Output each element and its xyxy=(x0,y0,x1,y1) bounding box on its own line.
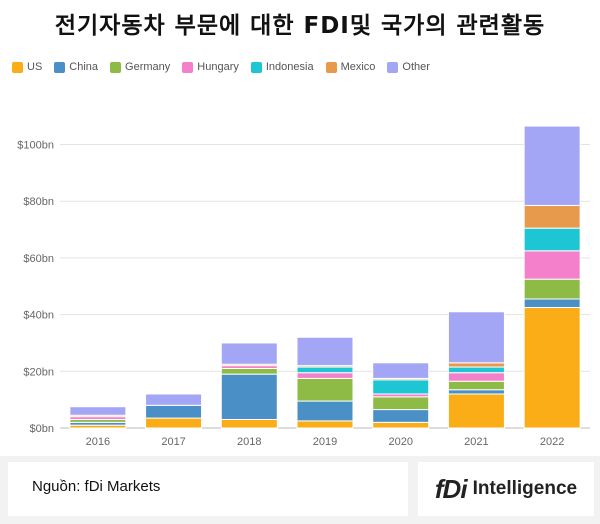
legend-item-china[interactable]: China xyxy=(54,61,98,73)
bar-segment-hungary-2019[interactable] xyxy=(296,372,354,379)
bar-segment-other-2018[interactable] xyxy=(220,342,278,365)
legend-swatch xyxy=(182,61,194,73)
bar-segment-germany-2018[interactable] xyxy=(220,367,278,375)
x-tick-label: 2017 xyxy=(161,436,185,448)
bar-segment-other-2022[interactable] xyxy=(523,125,581,206)
bar-segment-indonesia-2019[interactable] xyxy=(296,366,354,374)
bar-stack-2017[interactable] xyxy=(145,393,203,429)
x-tick-label: 2019 xyxy=(313,436,337,448)
bar-segment-china-2022[interactable] xyxy=(523,298,581,309)
bar-segment-indonesia-2022[interactable] xyxy=(523,227,581,252)
legend-swatch xyxy=(387,61,399,73)
bar-segment-indonesia-2020[interactable] xyxy=(372,379,430,395)
bar-stack-2022[interactable] xyxy=(523,125,581,429)
y-tick-label: $60bn xyxy=(23,253,54,265)
legend-item-indonesia[interactable]: Indonesia xyxy=(250,61,314,73)
bar-segment-china-2021[interactable] xyxy=(447,389,505,395)
bar-segment-other-2020[interactable] xyxy=(372,362,430,379)
bar-stack-2021[interactable] xyxy=(447,311,505,429)
bar-segment-other-2019[interactable] xyxy=(296,336,354,367)
x-tick-label: 2022 xyxy=(540,436,564,448)
bar-segment-germany-2021[interactable] xyxy=(447,380,505,391)
legend-label: Other xyxy=(402,61,430,73)
logo-fdi-text: fDi xyxy=(434,473,468,504)
bar-segment-mexico-2021[interactable] xyxy=(447,362,505,368)
bar-segment-other-2017[interactable] xyxy=(145,393,203,406)
x-axis-labels: 2016 2017 2018 2019 2020 2021 2022 xyxy=(86,436,565,448)
x-tick-label: 2016 xyxy=(86,436,110,448)
legend-swatch xyxy=(12,61,23,73)
logo-intelligence-text: Intelligence xyxy=(472,478,578,499)
bar-segment-us-2019[interactable] xyxy=(296,420,354,429)
bar-segment-germany-2019[interactable] xyxy=(296,377,354,402)
source-text: Nguồn: fDi Markets xyxy=(32,478,161,495)
legend-item-germany[interactable]: Germany xyxy=(110,61,170,73)
bar-segment-germany-2020[interactable] xyxy=(372,396,430,411)
legend: US China Germany Hungary Indonesia Mexico Othe… xyxy=(12,58,430,76)
legend-swatch xyxy=(54,61,66,73)
bars xyxy=(69,125,581,429)
y-tick-label: $0bn xyxy=(30,423,54,435)
bar-segment-other-2016[interactable] xyxy=(69,406,127,416)
legend-item-mexico[interactable]: Mexico xyxy=(325,61,376,73)
bar-segment-hungary-2021[interactable] xyxy=(447,372,505,382)
y-axis-ticks: $0bn $20bn $40bn $60bn $80bn $100bn xyxy=(17,140,54,436)
bar-segment-hungary-2022[interactable] xyxy=(523,250,581,280)
legend-label: Hungary xyxy=(197,61,239,73)
source-panel: Nguồn: fDi Markets xyxy=(8,462,408,516)
x-tick-label: 2020 xyxy=(388,436,412,448)
footer: Nguồn: fDi Markets fDi Intelligence xyxy=(0,456,600,524)
bar-segment-us-2017[interactable] xyxy=(145,417,203,429)
bar-stack-2018[interactable] xyxy=(220,342,278,429)
bar-segment-us-2022[interactable] xyxy=(523,307,581,429)
legend-label: US xyxy=(27,61,43,73)
bar-segment-us-2021[interactable] xyxy=(447,393,505,429)
bar-segment-us-2020[interactable] xyxy=(372,421,430,429)
bar-segment-china-2017[interactable] xyxy=(145,404,203,419)
legend-label: China xyxy=(69,61,99,73)
legend-swatch xyxy=(325,61,337,73)
stacked-bar-chart: $0bn$20bn$40bn$60bn$80bn$100bn 2016 2017 2… xyxy=(17,125,590,448)
y-tick-label: $100bn xyxy=(17,140,54,152)
chart-title: 전기자동차 부문에 대한 FDI및 국가의 관련활동 xyxy=(54,13,546,39)
x-tick-label: 2021 xyxy=(464,436,488,448)
bar-segment-other-2021[interactable] xyxy=(447,311,505,364)
bar-segment-us-2018[interactable] xyxy=(220,418,278,429)
legend-item-hungary[interactable]: Hungary xyxy=(182,61,239,73)
legend-item-us[interactable]: US xyxy=(12,61,42,73)
y-tick-label: $20bn xyxy=(23,366,54,378)
fdi-intelligence-logo: fDi Intelligence xyxy=(418,462,594,516)
bar-stack-2019[interactable] xyxy=(296,336,354,429)
bar-segment-china-2020[interactable] xyxy=(372,409,430,423)
legend-label: Indonesia xyxy=(265,61,314,73)
bar-stack-2020[interactable] xyxy=(372,362,430,429)
x-tick-label: 2018 xyxy=(237,436,261,448)
legend-label: Mexico xyxy=(340,61,376,73)
legend-label: Germany xyxy=(125,61,171,73)
legend-item-other[interactable]: Other xyxy=(387,61,430,73)
y-tick-label: $80bn xyxy=(23,196,54,208)
legend-swatch xyxy=(110,61,122,73)
bar-stack-2016[interactable] xyxy=(69,406,127,429)
bar-segment-china-2019[interactable] xyxy=(296,400,354,422)
bar-segment-indonesia-2021[interactable] xyxy=(447,366,505,374)
y-tick-label: $40bn xyxy=(23,310,54,322)
bar-segment-mexico-2022[interactable] xyxy=(523,204,581,229)
legend-swatch xyxy=(250,61,262,73)
bar-segment-china-2018[interactable] xyxy=(220,373,278,420)
bar-segment-germany-2022[interactable] xyxy=(523,278,581,300)
